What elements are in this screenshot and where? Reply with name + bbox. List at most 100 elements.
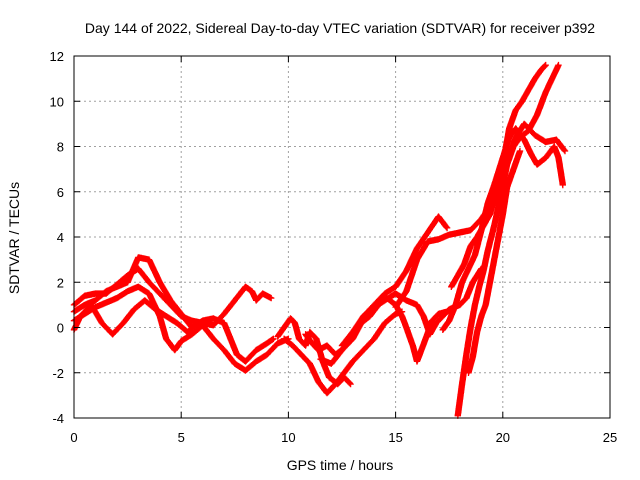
- data-point: [369, 315, 371, 317]
- data-point: [495, 191, 497, 193]
- data-point: [482, 270, 485, 272]
- data-point: [467, 372, 470, 374]
- data-point: [255, 349, 257, 351]
- y-tick-label: 10: [50, 94, 64, 109]
- data-point: [465, 297, 467, 299]
- data-points: [70, 61, 569, 419]
- data-point: [294, 322, 296, 324]
- data-point: [474, 304, 476, 306]
- data-point: [427, 231, 429, 234]
- axis-ticks: 0 5 10 15 20 25 -4 -2 0 2 4 6 8 10 12: [50, 49, 618, 445]
- data-point: [395, 313, 397, 315]
- data-point: [557, 64, 560, 66]
- chart-title: Day 144 of 2022, Sidereal Day-to-day VTE…: [85, 20, 595, 36]
- data-point: [470, 229, 472, 231]
- data-point: [416, 304, 418, 306]
- data-point: [328, 376, 330, 378]
- y-tick-label: 8: [57, 140, 64, 155]
- data-point: [422, 315, 425, 317]
- data-point: [111, 333, 114, 335]
- data-point: [373, 338, 375, 340]
- data-point: [395, 292, 397, 295]
- data-point: [311, 342, 313, 344]
- data-point: [459, 231, 461, 234]
- data-point: [489, 281, 491, 283]
- data-point: [159, 292, 161, 295]
- data-point: [448, 320, 450, 322]
- data-point: [512, 145, 515, 148]
- data-point: [442, 315, 444, 317]
- data-point: [309, 363, 311, 365]
- data-point: [482, 225, 485, 227]
- data-point: [470, 245, 472, 247]
- data-point: [497, 236, 500, 238]
- data-point: [457, 415, 459, 417]
- data-point: [425, 338, 427, 340]
- data-point: [502, 213, 504, 215]
- data-point: [341, 349, 343, 351]
- data-point: [431, 320, 433, 322]
- data-point: [545, 141, 547, 143]
- data-point: [298, 338, 300, 340]
- data-point: [461, 383, 463, 385]
- data-point: [530, 152, 532, 154]
- data-point: [300, 354, 302, 356]
- grid-lines: [74, 56, 610, 418]
- data-point: [512, 168, 515, 170]
- data-point: [272, 338, 274, 340]
- data-point: [317, 349, 320, 351]
- data-point: [94, 299, 97, 301]
- data-point: [352, 360, 354, 363]
- data-point: [467, 268, 470, 270]
- data-point: [448, 234, 450, 236]
- data-point: [545, 64, 547, 66]
- data-point: [133, 308, 135, 310]
- data-point: [234, 299, 236, 301]
- series-12: [454, 61, 562, 419]
- data-point: [395, 286, 397, 288]
- data-point: [534, 134, 536, 136]
- data-point: [448, 308, 450, 310]
- data-point: [148, 292, 150, 295]
- data-point: [500, 195, 502, 197]
- data-point: [412, 345, 414, 347]
- data-point: [212, 324, 214, 326]
- y-tick-label: 6: [57, 185, 64, 200]
- data-point: [159, 315, 161, 317]
- data-point: [519, 136, 521, 139]
- data-point: [437, 238, 440, 240]
- data-point: [515, 109, 517, 111]
- data-point: [244, 286, 247, 288]
- data-point: [270, 297, 272, 299]
- data-point: [94, 292, 97, 295]
- data-point: [437, 216, 440, 218]
- data-point: [341, 345, 343, 347]
- data-point: [304, 333, 307, 335]
- data-point: [174, 349, 176, 351]
- data-point: [405, 326, 407, 329]
- x-tick-label: 15: [388, 430, 402, 445]
- data-point: [515, 136, 517, 139]
- data-point: [416, 259, 418, 261]
- data-point: [244, 360, 247, 363]
- data-point: [137, 268, 139, 270]
- x-axis-label: GPS time / hours: [287, 457, 394, 473]
- data-point: [180, 313, 182, 315]
- data-point: [405, 270, 407, 272]
- data-point: [450, 286, 452, 288]
- y-tick-label: -4: [52, 411, 64, 426]
- data-point: [527, 130, 530, 132]
- data-point: [202, 320, 204, 322]
- data-point: [244, 369, 247, 372]
- y-axis-label: SDTVAR / TECUs: [6, 182, 22, 294]
- data-point: [420, 349, 422, 351]
- data-point: [562, 184, 564, 186]
- x-tick-label: 5: [178, 430, 185, 445]
- data-point: [84, 295, 86, 297]
- data-point: [470, 326, 472, 329]
- series-9: [338, 213, 451, 349]
- data-point: [446, 227, 448, 229]
- data-point: [536, 164, 538, 166]
- data-point: [223, 313, 225, 315]
- data-point: [165, 315, 167, 317]
